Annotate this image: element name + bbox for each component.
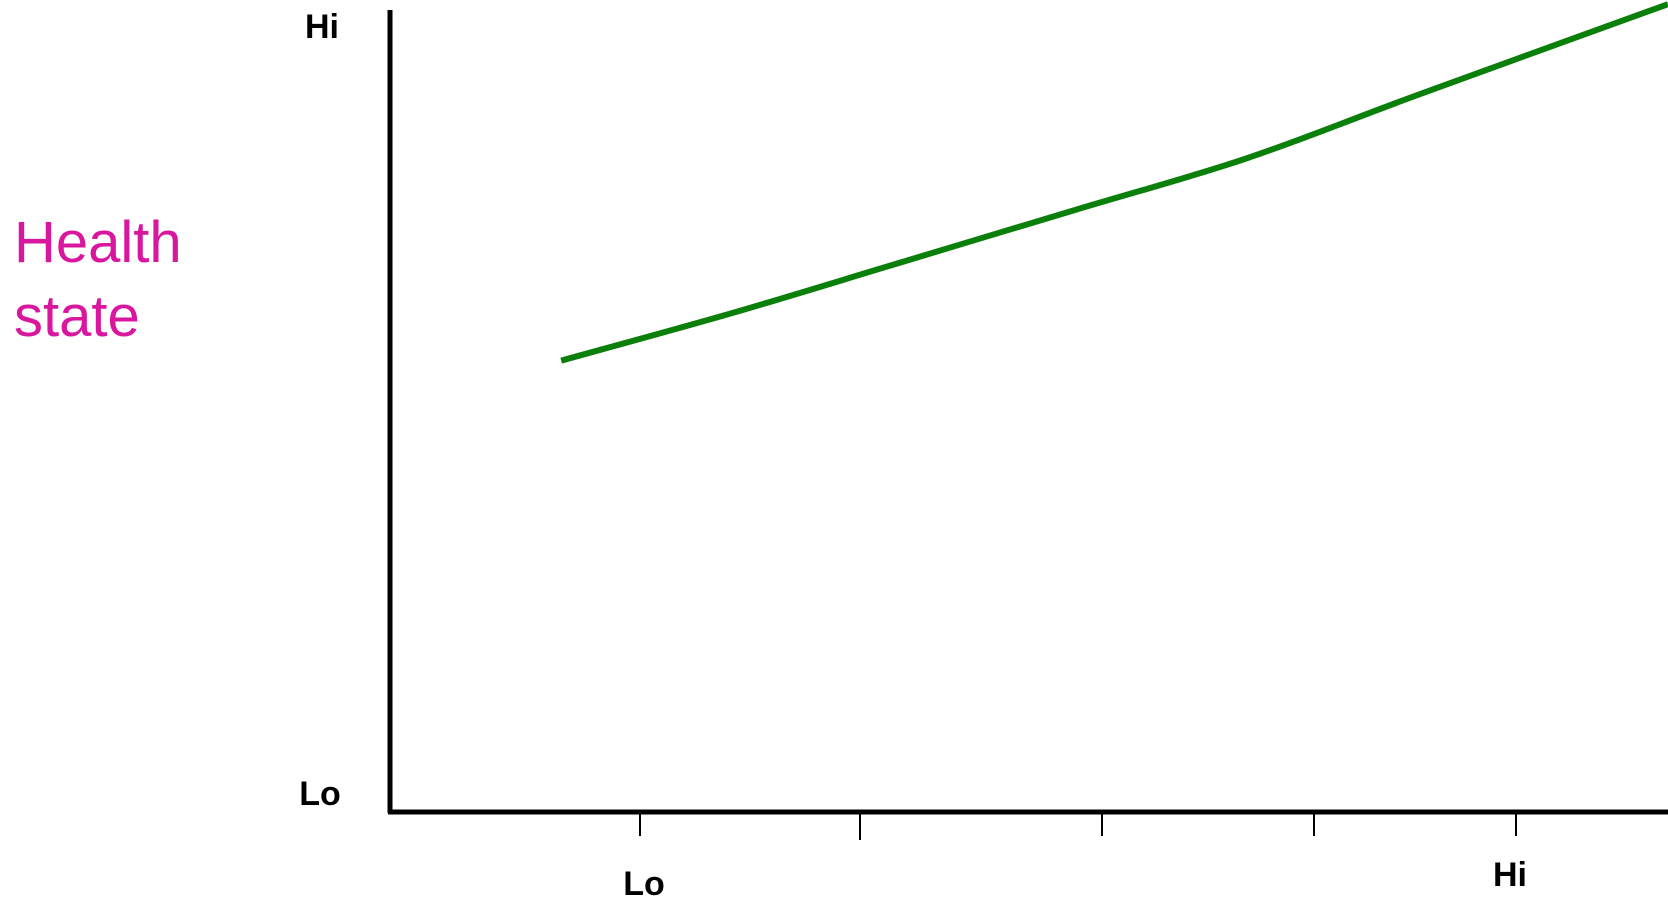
- y-axis-label-line-1: Health: [14, 210, 182, 275]
- series-layer: [560, 1, 1668, 364]
- y-axis-label-line-2: state: [14, 284, 140, 349]
- x-tick-label-hi: Hi: [1493, 856, 1527, 894]
- x-tick-label-lo: Lo: [623, 865, 665, 901]
- x-ticks: [639, 814, 1517, 840]
- y-tick-label-lo: Lo: [299, 775, 341, 813]
- series-line-1: [560, 1, 1668, 364]
- y-axis-label: Health state: [14, 210, 198, 349]
- y-tick-label-hi: Hi: [305, 8, 339, 46]
